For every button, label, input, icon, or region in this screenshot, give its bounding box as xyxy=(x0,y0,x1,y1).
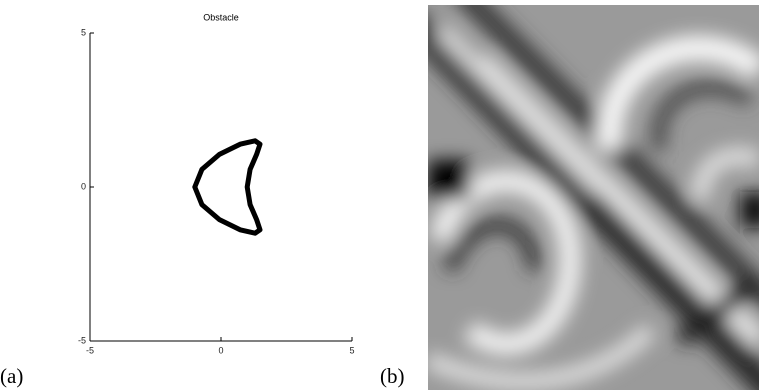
plot-title: Obstacle xyxy=(203,12,239,22)
x-tick-label: -5 xyxy=(86,345,94,355)
y-tick-label: 5 xyxy=(81,27,86,37)
field-image xyxy=(428,5,759,390)
y-tick-label: -5 xyxy=(78,335,86,345)
panel-label: (a) xyxy=(0,364,23,388)
y-tick-label: 0 xyxy=(81,181,86,191)
obstacle-curve xyxy=(192,138,263,236)
panel-label: (b) xyxy=(380,364,405,388)
x-tick-label: 0 xyxy=(218,345,223,355)
x-tick-label: 5 xyxy=(349,345,354,355)
